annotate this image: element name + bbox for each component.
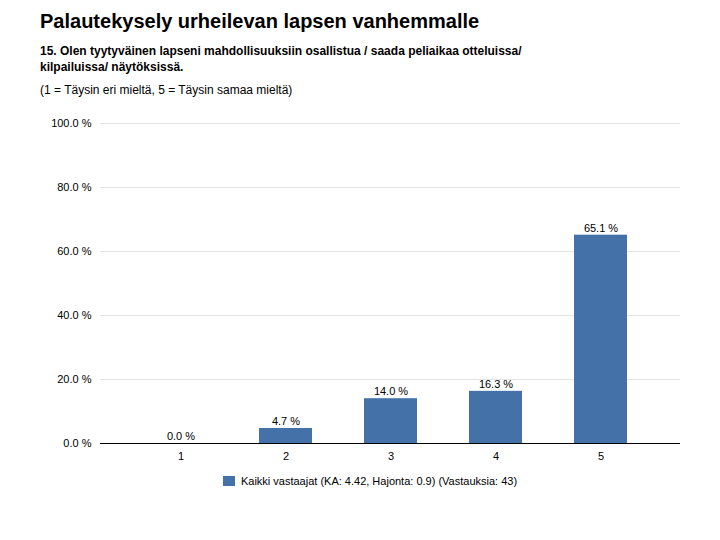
html-text:(1 = Täysin eri mieltä, 5 = Tä: (1 = Täysin eri mieltä, 5 = Täysin samaa… — [40, 83, 293, 98]
svg-text:80.0 %: 80.0 % — [57, 181, 91, 193]
svg-text:2: 2 — [283, 451, 289, 463]
svg-text:16.3 %: 16.3 % — [479, 378, 513, 390]
svg-text:4.7 %: 4.7 % — [272, 415, 300, 427]
svg-text:3: 3 — [388, 451, 394, 463]
svg-text:1: 1 — [178, 451, 184, 463]
svg-text:20.0 %: 20.0 % — [57, 373, 91, 385]
html-text:Palautekysely urheilevan lapse: Palautekysely urheilevan lapsen vanhemma… — [40, 10, 480, 32]
svg-text:65.1 %: 65.1 % — [584, 222, 618, 234]
svg-text:100.0 %: 100.0 % — [51, 117, 92, 129]
svg-text:60.0 %: 60.0 % — [57, 245, 91, 257]
html-text:15. Olen tyytyväinen lapseni m: 15. Olen tyytyväinen lapseni mahdollisuu… — [40, 44, 522, 75]
svg-text:5: 5 — [598, 451, 604, 463]
svg-text:0.0 %: 0.0 % — [167, 430, 195, 442]
svg-text:40.0 %: 40.0 % — [57, 309, 91, 321]
svg-text:14.0 %: 14.0 % — [374, 386, 408, 398]
svg-text:0.0 %: 0.0 % — [63, 437, 91, 449]
html-text:Kaikki vastaajat (KA: 4.42, Ha: Kaikki vastaajat (KA: 4.42, Hajonta: 0.9… — [240, 475, 518, 488]
svg-text:4: 4 — [493, 451, 499, 463]
